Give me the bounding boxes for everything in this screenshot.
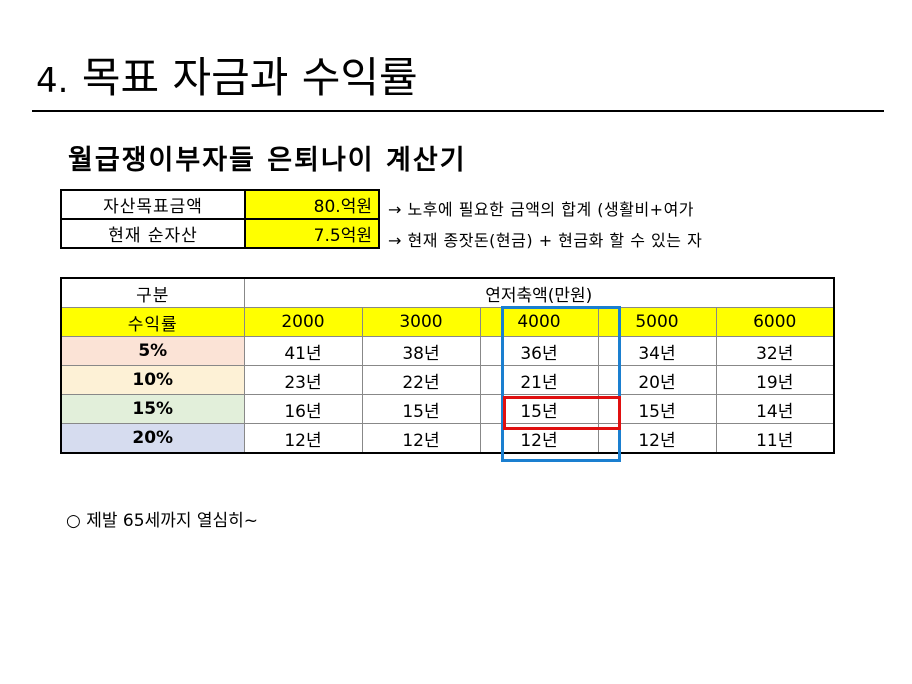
table-cell: 19년 — [715, 365, 835, 395]
table-column-row: 수익률 2000 3000 4000 5000 6000 — [60, 307, 835, 337]
rate-cell: 20% — [60, 423, 245, 454]
table-row: 5% 41년 38년 36년 34년 32년 — [60, 336, 835, 366]
table-cell: 34년 — [597, 336, 717, 366]
summary-label: 자산목표금액 — [60, 189, 246, 220]
bullet-circle-icon: ○ — [66, 511, 81, 531]
table-cell: 36년 — [479, 336, 599, 366]
table-cell: 12년 — [243, 423, 363, 454]
table-cell: 21년 — [479, 365, 599, 395]
table-cell: 12년 — [479, 423, 599, 454]
bullet-item: ○ 제발 65세까지 열심히~ — [66, 506, 258, 531]
rate-cell: 10% — [60, 365, 245, 395]
summary-note: → 노후에 필요한 금액의 합계 (생활비+여가 — [388, 200, 695, 219]
table-cell: 32년 — [715, 336, 835, 366]
summary-note: → 현재 종잣돈(현금) + 현금화 할 수 있는 자 — [388, 231, 703, 250]
table-row: 10% 23년 22년 21년 20년 19년 — [60, 365, 835, 395]
table-cell: 15년 — [361, 394, 481, 424]
title-divider — [32, 110, 884, 112]
retirement-table: 구분 연저축액(만원) 수익률 2000 3000 4000 5000 6000… — [60, 277, 835, 454]
corner-label-category: 구분 — [60, 277, 245, 308]
bullet-text: 제발 65세까지 열심히~ — [86, 511, 259, 531]
summary-table: 자산목표금액 80.억원 현재 순자산 7.5억원 — [60, 189, 380, 249]
table-cell: 16년 — [243, 394, 363, 424]
table-cell: 11년 — [715, 423, 835, 454]
table-cell: 14년 — [715, 394, 835, 424]
summary-value: 80.억원 — [244, 189, 380, 220]
slide-title: 4. 목표 자금과 수익률 — [36, 52, 418, 107]
group-header-annual-savings: 연저축액(만원) — [243, 277, 835, 308]
table-cell-highlighted: 15년 — [479, 394, 599, 424]
summary-row: 자산목표금액 80.억원 — [60, 189, 380, 220]
column-header: 5000 — [597, 307, 717, 337]
corner-label-return: 수익률 — [60, 307, 245, 337]
rate-cell: 15% — [60, 394, 245, 424]
table-cell: 20년 — [597, 365, 717, 395]
table-cell: 23년 — [243, 365, 363, 395]
table-cell: 12년 — [597, 423, 717, 454]
table-cell: 12년 — [361, 423, 481, 454]
table-cell: 38년 — [361, 336, 481, 366]
rate-cell: 5% — [60, 336, 245, 366]
summary-value: 7.5억원 — [244, 218, 380, 249]
summary-row: 현재 순자산 7.5억원 — [60, 218, 380, 249]
column-header: 3000 — [361, 307, 481, 337]
table-cell: 41년 — [243, 336, 363, 366]
calculator-heading: 월급쟁이부자들 은퇴나이 계산기 — [68, 145, 467, 176]
table-header-row: 구분 연저축액(만원) — [60, 277, 835, 308]
column-header: 6000 — [715, 307, 835, 337]
table-row: 20% 12년 12년 12년 12년 11년 — [60, 423, 835, 454]
table-cell: 15년 — [597, 394, 717, 424]
slide-title-number: 4. — [36, 61, 69, 101]
summary-label: 현재 순자산 — [60, 218, 246, 249]
table-cell: 22년 — [361, 365, 481, 395]
table-row: 15% 16년 15년 15년 15년 14년 — [60, 394, 835, 424]
slide-title-text: 목표 자금과 수익률 — [81, 53, 418, 102]
column-header: 4000 — [479, 307, 599, 337]
column-header: 2000 — [243, 307, 363, 337]
